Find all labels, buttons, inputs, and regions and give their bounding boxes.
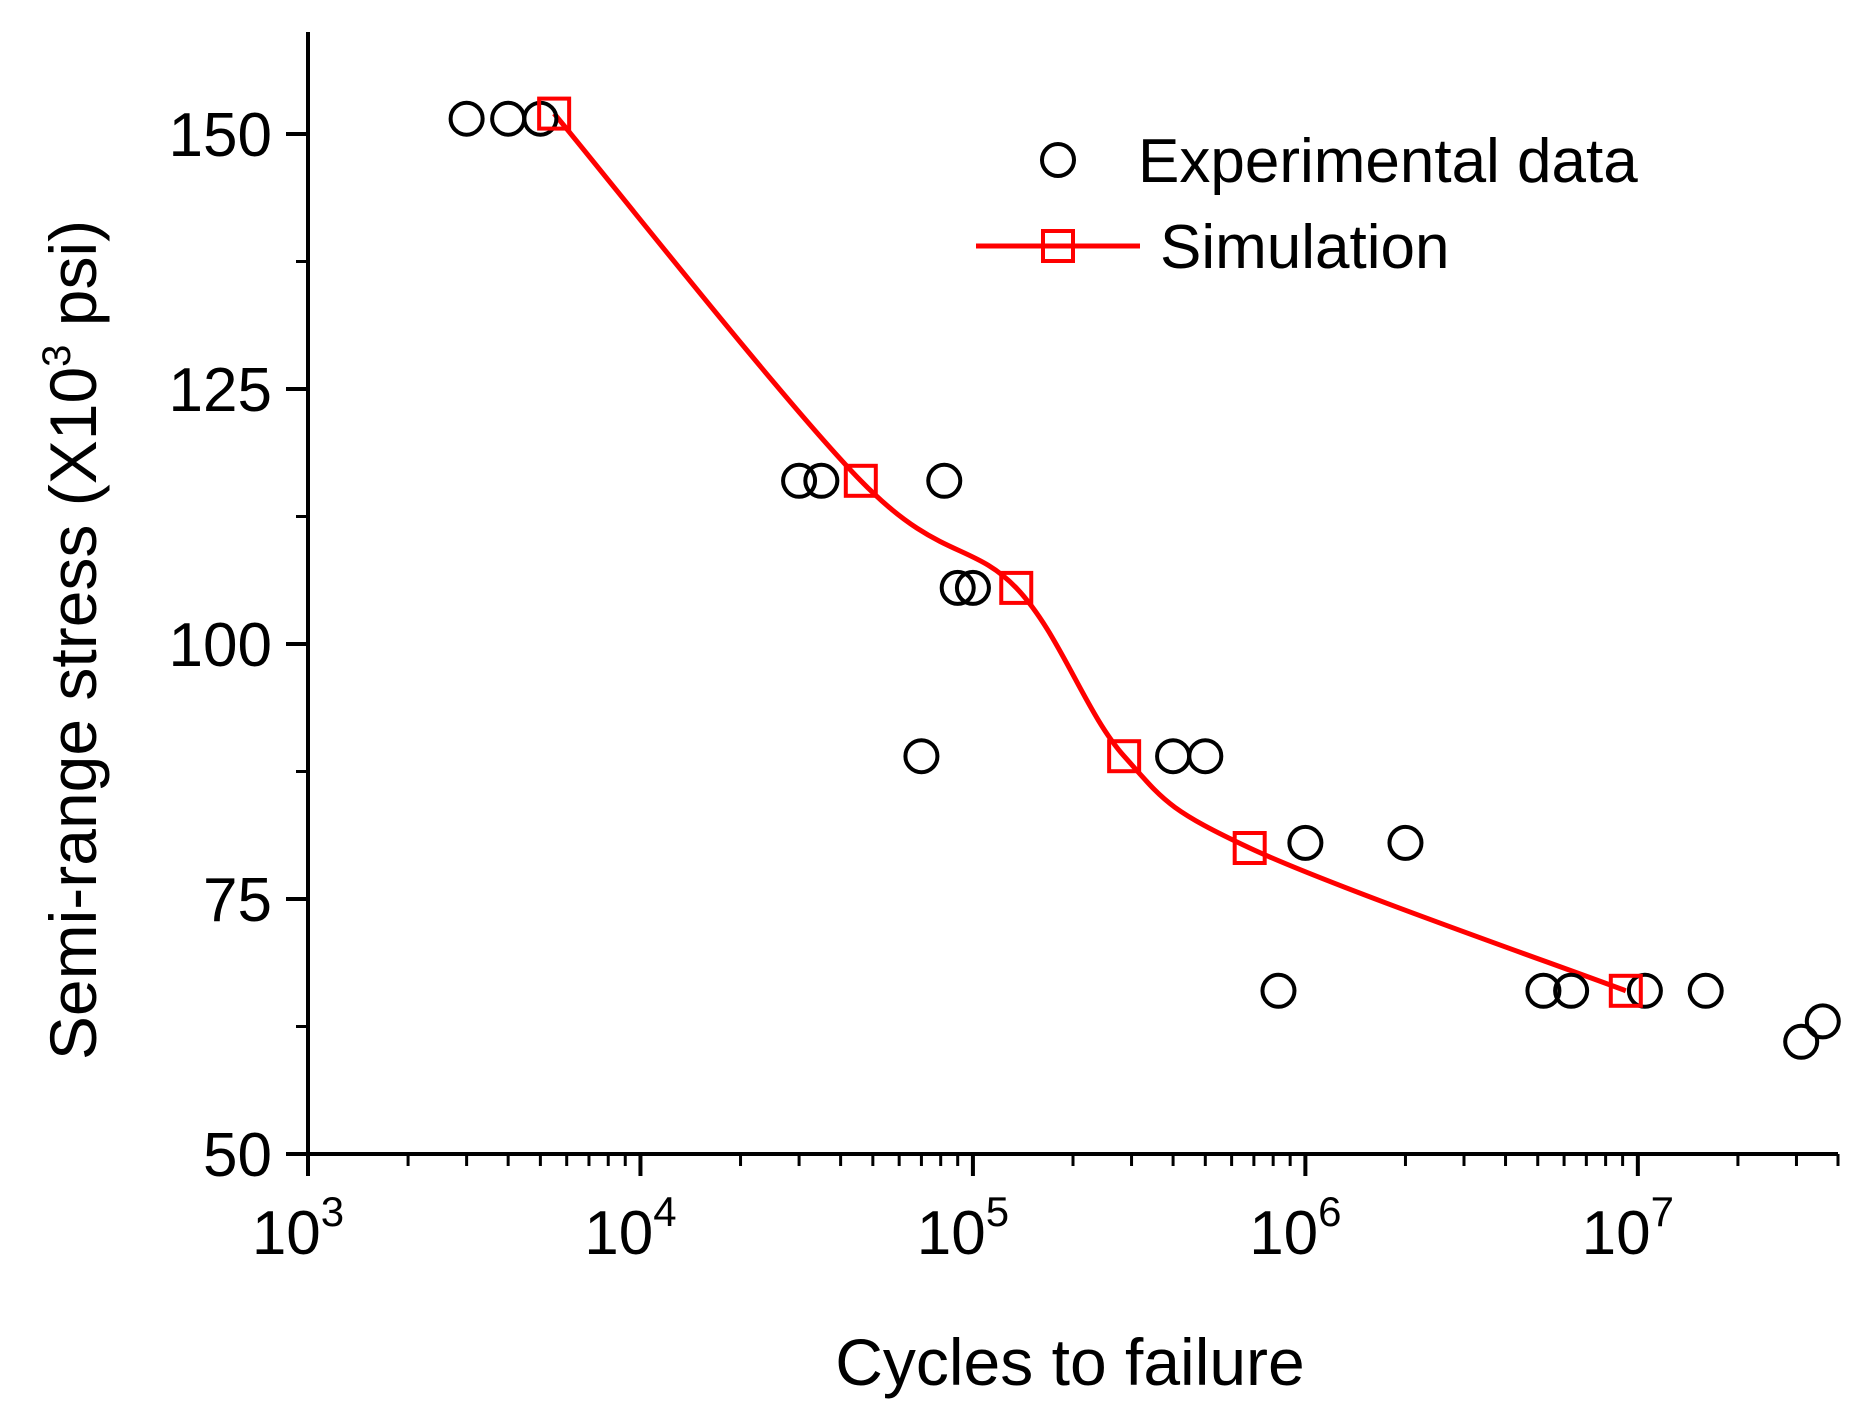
legend: Experimental data Simulation [976, 127, 1638, 282]
experimental-point [1155, 738, 1192, 775]
experimental-point [1626, 972, 1663, 1009]
y-axis-title-tail: psi) [36, 220, 110, 345]
x-axis-title: Cycles to failure [835, 1325, 1305, 1399]
x-tick-label-base: 10 [584, 1199, 653, 1268]
y-tick-label: 75 [203, 866, 272, 935]
experimental-point [1525, 972, 1562, 1009]
x-tick-label: 103 [252, 1188, 344, 1268]
experimental-point [490, 100, 527, 137]
experimental-point [1260, 972, 1297, 1009]
x-tick-label-base: 10 [1582, 1199, 1651, 1268]
experimental-point [1804, 1003, 1841, 1040]
experimental-point [803, 462, 840, 499]
y-axis-ticks: 50 75 100 125 150 [169, 101, 308, 1190]
experimental-point [903, 738, 940, 775]
y-tick-label: 100 [169, 611, 272, 680]
simulation-point [999, 570, 1034, 605]
experimental-point [954, 569, 991, 606]
x-tick-label-exponent: 3 [321, 1188, 344, 1235]
x-tick-label-base: 10 [917, 1199, 986, 1268]
y-axis-title-main: Semi-range stress (X10 [36, 367, 110, 1060]
x-tick-label-exponent: 4 [653, 1188, 676, 1235]
experimental-point [448, 100, 485, 137]
y-tick-label: 125 [169, 356, 272, 425]
y-tick-label: 150 [169, 101, 272, 170]
x-tick-label: 104 [584, 1188, 676, 1268]
legend-label-experimental: Experimental data [1138, 127, 1638, 196]
x-tick-label: 106 [1249, 1188, 1341, 1268]
x-tick-label-exponent: 6 [1318, 1188, 1341, 1235]
x-tick-label-base: 10 [1249, 1199, 1318, 1268]
x-tick-label: 105 [917, 1188, 1009, 1268]
simulation-line [552, 111, 1627, 994]
experimental-point [781, 462, 818, 499]
simulation-point [537, 96, 572, 131]
experimental-point [926, 462, 963, 499]
simulation-point [843, 463, 878, 498]
x-tick-label: 107 [1582, 1188, 1674, 1268]
experimental-point [1553, 972, 1590, 1009]
y-tick-label: 50 [203, 1121, 272, 1190]
x-axis-ticks: 103 104 105 106 107 [252, 1154, 1840, 1268]
experimental-point [1687, 972, 1724, 1009]
legend-marker-experimental [1040, 142, 1076, 178]
legend-marker-simulation [1041, 229, 1075, 263]
x-tick-label-base: 10 [252, 1199, 321, 1268]
simulation-point [1608, 973, 1643, 1008]
experimental-point [1287, 824, 1324, 861]
simulation-point [1232, 831, 1267, 865]
experimental-point [1187, 738, 1224, 775]
x-tick-label-exponent: 7 [1651, 1188, 1674, 1235]
y-axis-title-superscript: 3 [35, 345, 79, 367]
simulation-point [1107, 739, 1142, 774]
y-axis-title: Semi-range stress (X103 psi) [35, 220, 110, 1060]
legend-label-simulation: Simulation [1160, 213, 1449, 282]
experimental-point [1783, 1023, 1820, 1060]
series-layer [448, 96, 1841, 1060]
experimental-point [939, 569, 976, 606]
x-tick-label-exponent: 5 [986, 1188, 1009, 1235]
experimental-point [1387, 824, 1424, 861]
